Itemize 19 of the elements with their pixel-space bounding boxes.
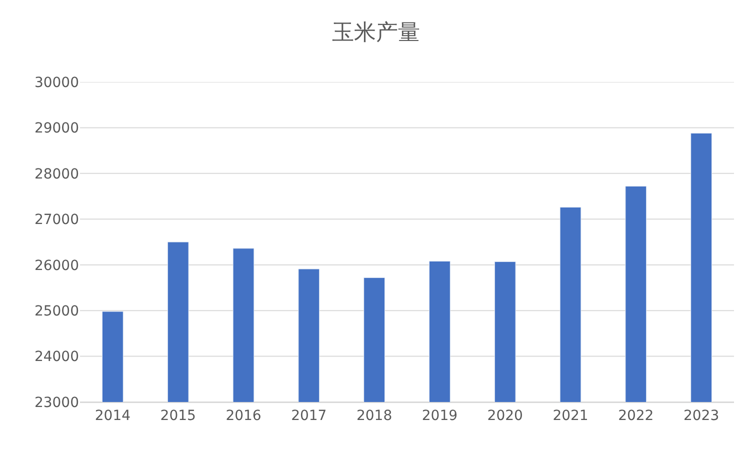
y-tick-label: 29000 xyxy=(34,120,79,137)
y-tick-label: 27000 xyxy=(34,212,79,228)
x-tick-label: 2014 xyxy=(94,408,131,424)
y-tick-label: 25000 xyxy=(34,303,79,320)
x-tick-label: 2020 xyxy=(487,408,523,424)
x-tick-label: 2017 xyxy=(291,408,327,424)
y-tick-label: 26000 xyxy=(34,258,79,274)
y-tick-label: 30000 xyxy=(34,74,79,91)
chart-title: 玉米产量 xyxy=(332,20,420,46)
y-tick-label: 24000 xyxy=(34,349,79,366)
y-tick-label: 23000 xyxy=(34,394,79,411)
x-tick-label: 2015 xyxy=(160,408,196,424)
x-tick-label: 2021 xyxy=(552,408,588,424)
x-tick-label: 2018 xyxy=(356,408,392,424)
x-tick-label: 2016 xyxy=(226,408,262,424)
x-tick-label: 2019 xyxy=(422,408,458,424)
x-tick-label: 2022 xyxy=(618,408,654,424)
x-tick-label: 2023 xyxy=(683,408,720,424)
y-tick-label: 28000 xyxy=(34,166,79,182)
